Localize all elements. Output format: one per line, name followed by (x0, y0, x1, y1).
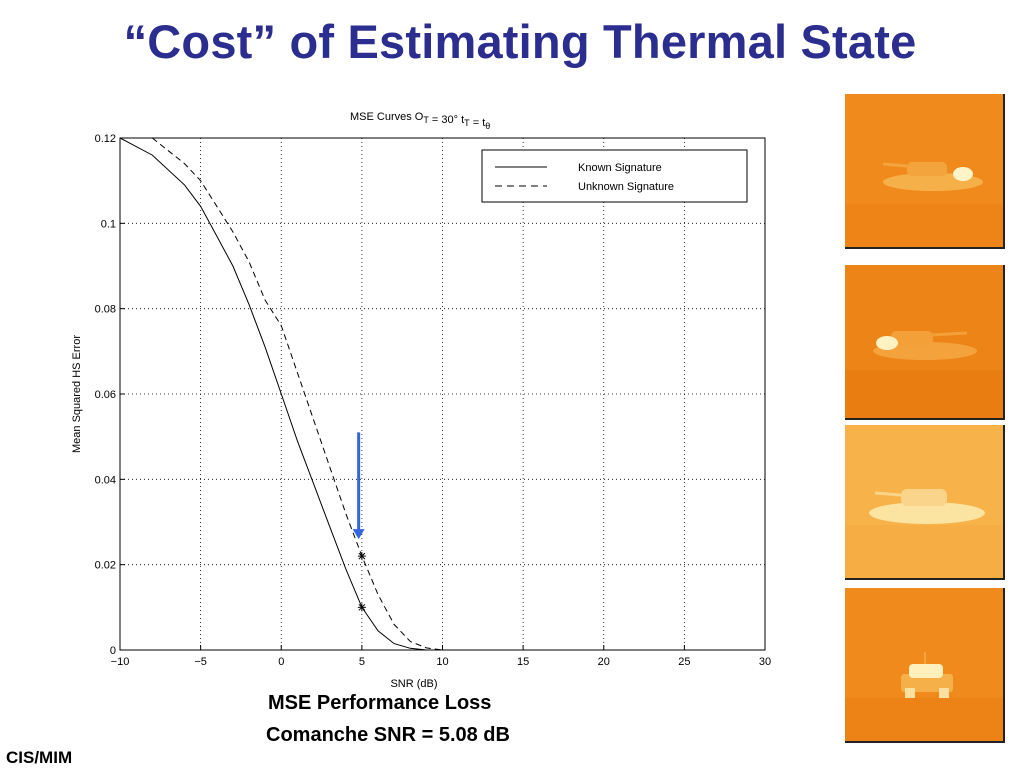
y-axis-label: Mean Squared HS Error (71, 335, 83, 453)
y-tick-label: 0.02 (95, 560, 116, 572)
x-tick-label: 15 (517, 656, 529, 668)
tank-thermal-picture (845, 588, 1003, 741)
footer-label: CIS/MIM (6, 748, 73, 767)
y-tick-label: 0.1 (101, 218, 116, 230)
tank-thermal-picture (845, 265, 1003, 418)
arrow-head (352, 529, 365, 540)
legend-label-known: Known Signature (578, 162, 662, 174)
caption-performance-loss: MSE Performance Loss (268, 692, 492, 714)
axis-ticks: −10 −5 0 5 10 15 20 25 30 0 0.02 0.04 0.06 0.08 0.1 0.1… (95, 133, 772, 668)
legend: Known Signature Unknown Signature (481, 149, 748, 203)
mse-chart: MSE Curves OT = 30° tT = tθ −10 −5 0 5 10 15 2… (71, 111, 772, 690)
legend-label-unknown: Unknown Signature (578, 181, 674, 193)
x-tick-label: 30 (759, 656, 771, 668)
x-tick-label: 0 (278, 656, 284, 668)
asterisk-marker (357, 603, 366, 612)
series-known-signature (119, 137, 545, 651)
x-tick-label: 25 (678, 656, 690, 668)
tank-thermal-picture (845, 94, 1003, 247)
series-lines (119, 137, 545, 651)
y-tick-label: 0.06 (95, 389, 116, 401)
slide-title: “Cost” of Estimating Thermal State (123, 15, 917, 68)
thermal-image-1 (845, 94, 1005, 249)
x-tick-label: 5 (359, 656, 365, 668)
x-tick-label: −5 (194, 656, 207, 668)
y-tick-label: 0 (110, 645, 116, 657)
caption-snr-value: Comanche SNR = 5.08 dB (266, 724, 510, 746)
series-unknown-signature (151, 137, 545, 651)
thermal-image-2 (845, 265, 1005, 420)
grid (120, 138, 765, 650)
x-tick-label: 20 (598, 656, 610, 668)
y-tick-label: 0.08 (95, 304, 116, 316)
tank-thermal-picture (845, 425, 1003, 578)
chart-title: MSE Curves OT = 30° tT = tθ (350, 111, 490, 131)
asterisk-marker (357, 552, 366, 561)
thermal-image-3 (845, 425, 1005, 580)
x-tick-label: 10 (436, 656, 448, 668)
y-tick-label: 0.04 (95, 474, 116, 486)
x-tick-label: −10 (111, 656, 130, 668)
data-markers (357, 552, 366, 612)
thermal-image-4 (845, 588, 1005, 743)
x-axis-label: SNR (dB) (390, 678, 437, 690)
annotation-arrow (352, 432, 365, 540)
y-tick-label: 0.12 (95, 133, 116, 145)
legend-box (481, 149, 748, 203)
